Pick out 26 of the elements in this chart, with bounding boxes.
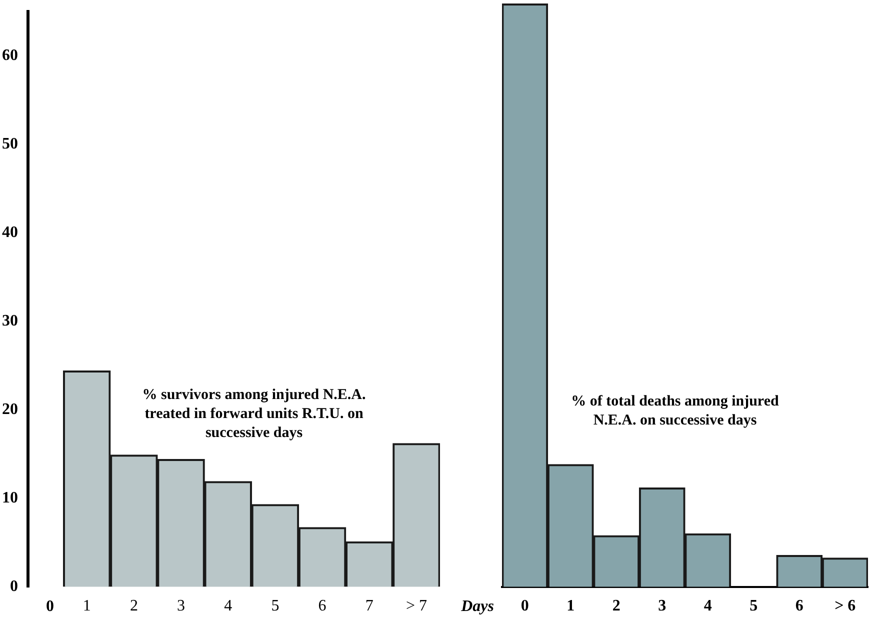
x-axis-title: Days — [460, 598, 494, 615]
x-tick-label: 4 — [224, 598, 232, 615]
x-tick-label: 1 — [566, 598, 575, 615]
x-tick-label: 2 — [130, 598, 138, 615]
y-tick-label: 10 — [2, 489, 18, 506]
x-tick-label: 6 — [795, 598, 804, 615]
text: % survivors among injured N.E.A. treated in forward units R.T.U. on successive days — [142, 387, 366, 442]
y-tick-label: 50 — [2, 135, 18, 152]
x-tick-label: 1 — [82, 598, 91, 615]
y-tick-label: 20 — [2, 400, 18, 418]
x-tick-label: 4 — [704, 598, 712, 615]
x-tick-label: 7 — [365, 598, 374, 615]
x-tick-label: 3 — [658, 598, 666, 615]
y-tick-label: 40 — [2, 224, 18, 241]
y-tick-label: 60 — [2, 46, 18, 64]
y-tick-label: 30 — [2, 312, 18, 330]
x-tick-label: > 6 — [834, 598, 856, 615]
text: % of total deaths among injured N.E.A. on successive days — [571, 394, 780, 429]
x-tick-label: 3 — [177, 598, 186, 615]
x-tick-label: > 7 — [406, 598, 427, 615]
y-tick-label: 0 — [10, 578, 18, 595]
x-tick-label: 0 — [520, 598, 529, 615]
x-tick-label: 6 — [318, 598, 326, 615]
x-tick-label: 5 — [271, 598, 280, 615]
x-tick-label: 2 — [612, 598, 620, 615]
x-tick-label: 5 — [750, 598, 758, 615]
